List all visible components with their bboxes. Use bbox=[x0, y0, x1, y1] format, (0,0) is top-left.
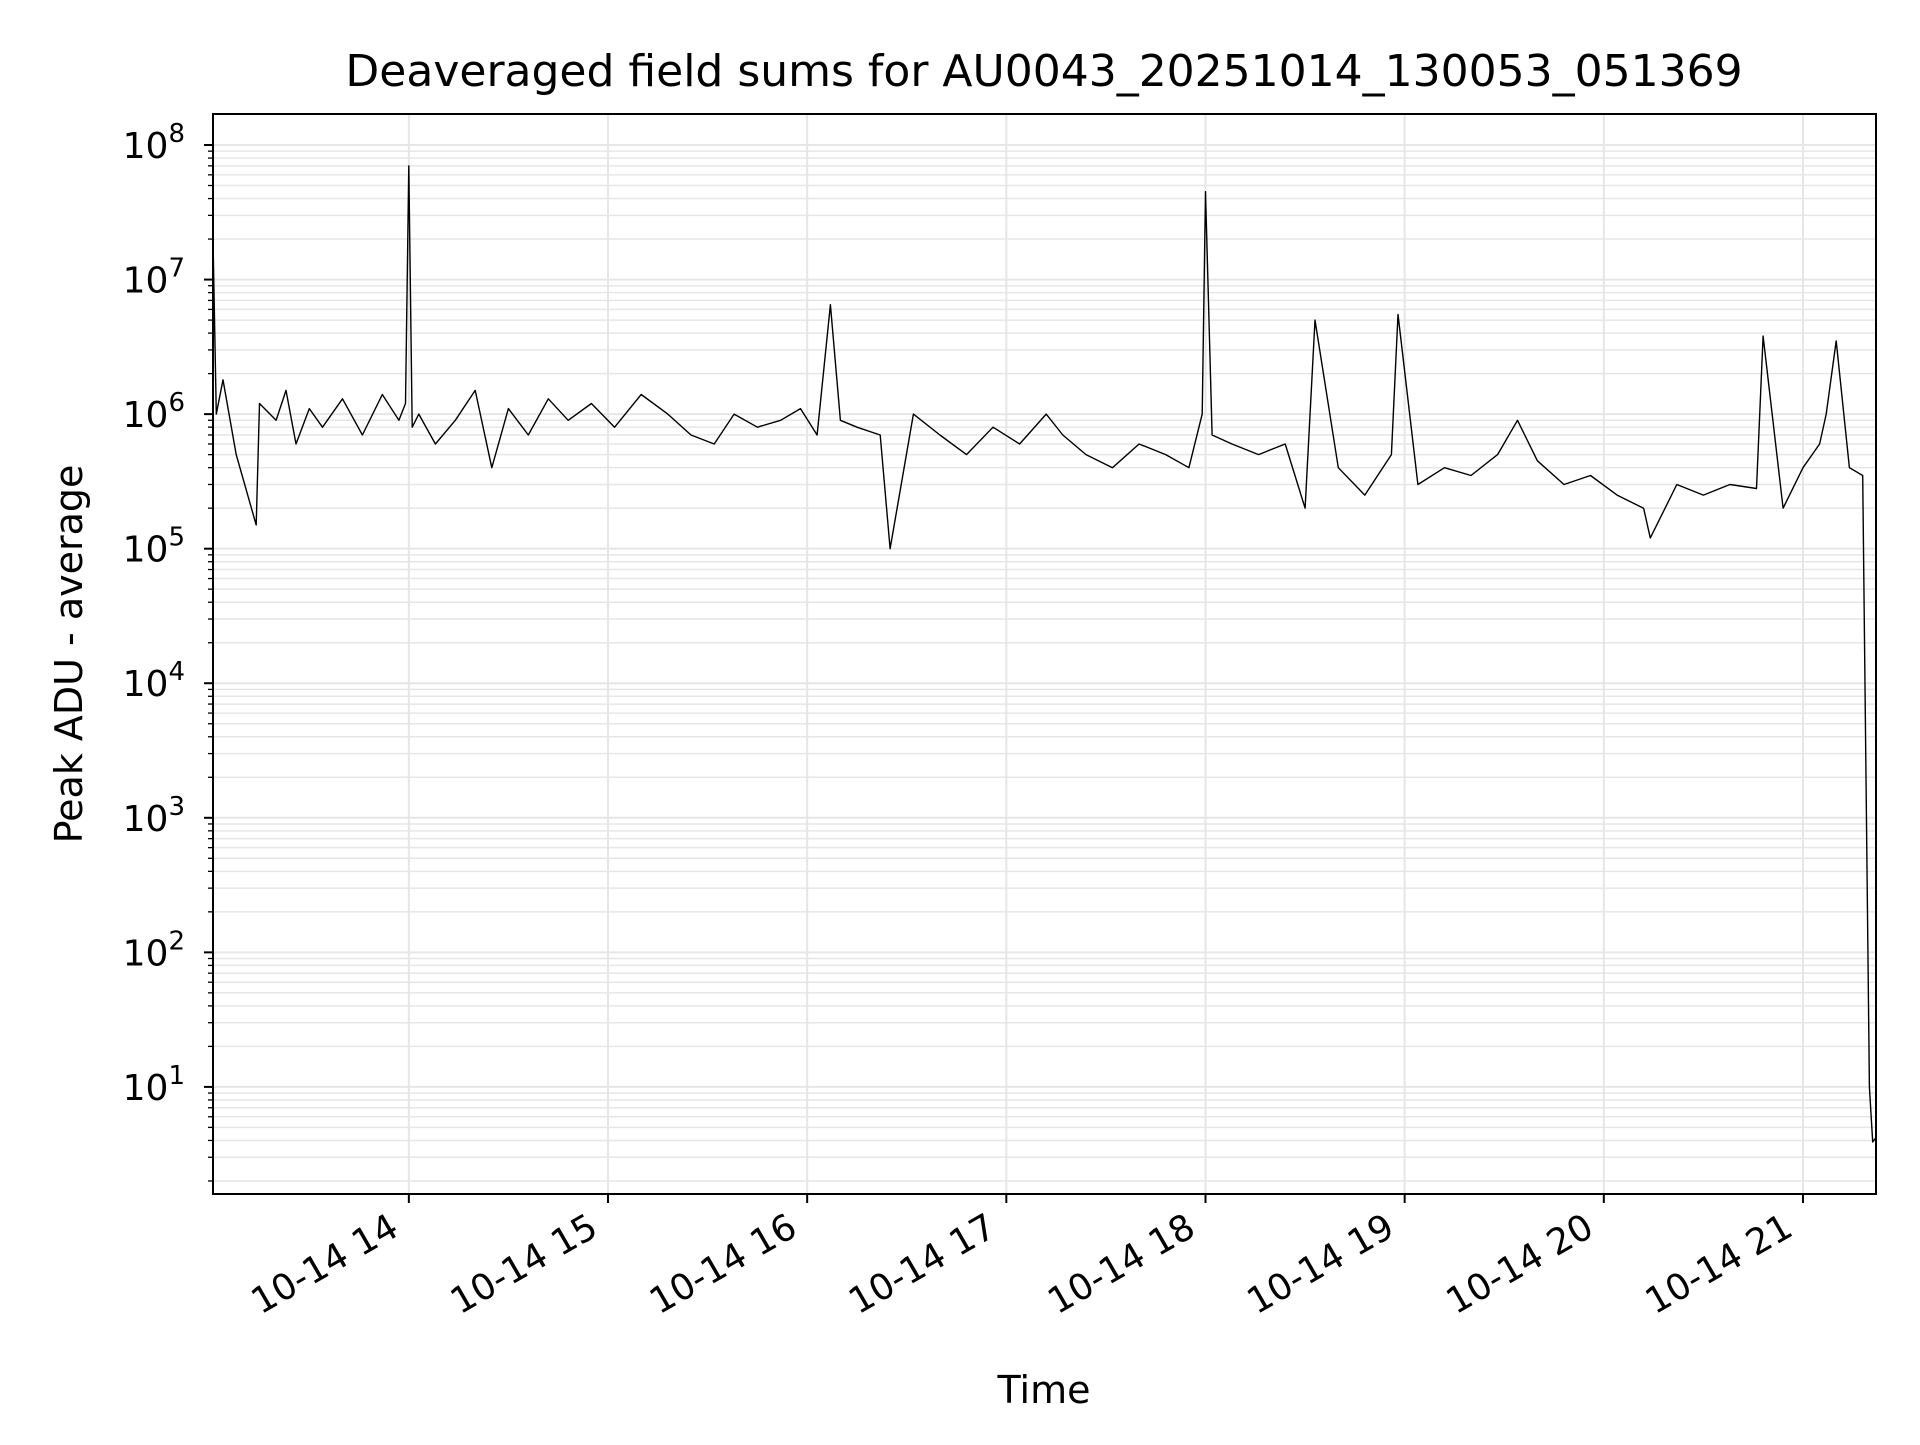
plot-frame bbox=[212, 113, 1877, 1195]
y-tick-label: 103 bbox=[123, 792, 185, 840]
y-tick-label: 107 bbox=[123, 254, 185, 302]
y-tick-label: 102 bbox=[123, 926, 185, 974]
y-tick-label: 105 bbox=[123, 523, 185, 571]
y-tick-label: 108 bbox=[123, 119, 185, 167]
y-axis-label: Peak ADU - average bbox=[47, 465, 91, 844]
minor-gridlines bbox=[213, 150, 1876, 1182]
axis-ticks bbox=[204, 144, 1804, 1203]
y-tick-label: 106 bbox=[123, 388, 185, 436]
y-tick-label: 101 bbox=[123, 1061, 185, 1109]
x-axis-label: Time bbox=[997, 1368, 1091, 1412]
data-series-line bbox=[213, 165, 1876, 1143]
y-tick-label: 104 bbox=[123, 657, 185, 705]
major-gridlines bbox=[213, 114, 1876, 1194]
chart-title: Deaveraged field sums for AU0043_2025101… bbox=[345, 46, 1742, 97]
y-tick-labels: 101 102 103 104 105 106 107 108 bbox=[123, 119, 185, 1109]
